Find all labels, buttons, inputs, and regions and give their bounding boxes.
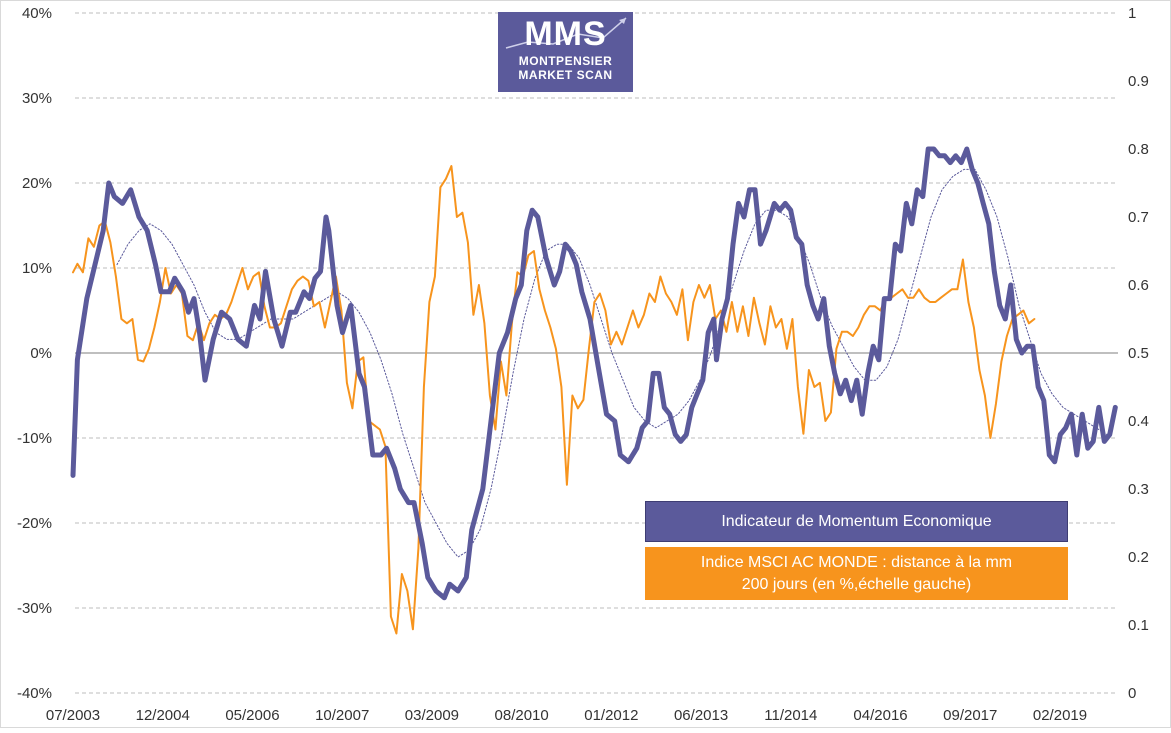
left-tick-label: -30% (17, 600, 52, 617)
logo-line-1: MONTPENSIER (518, 54, 613, 68)
logo-line-2: MARKET SCAN (518, 68, 613, 82)
right-tick-label: 1 (1128, 5, 1136, 22)
right-tick-label: 0.1 (1128, 617, 1149, 634)
right-axis-ticks: 0 0.1 0.2 0.3 0.4 0.5 0.6 0.7 0.8 0.9 1 (1128, 5, 1149, 702)
x-tick-label: 03/2009 (405, 707, 459, 724)
right-tick-label: 0.8 (1128, 141, 1149, 158)
x-tick-label: 02/2019 (1033, 707, 1087, 724)
legend-msci: Indice MSCI AC MONDE : distance à la mm … (645, 547, 1068, 600)
left-tick-label: -10% (17, 430, 52, 447)
right-tick-label: 0.4 (1128, 413, 1149, 430)
left-tick-label: -40% (17, 685, 52, 702)
x-tick-label: 08/2010 (495, 707, 549, 724)
right-tick-label: 0.3 (1128, 481, 1149, 498)
left-tick-label: -20% (17, 515, 52, 532)
right-tick-label: 0.9 (1128, 73, 1149, 90)
logo-title: MMS (524, 15, 607, 53)
x-tick-label: 10/2007 (315, 707, 369, 724)
x-tick-label: 01/2012 (584, 707, 638, 724)
left-tick-label: 10% (22, 260, 52, 277)
right-tick-label: 0 (1128, 685, 1136, 702)
left-axis-ticks: -40% -30% -20% -10% 0% 10% 20% 30% 40% (17, 5, 52, 702)
x-tick-label: 04/2016 (853, 707, 907, 724)
left-tick-label: 30% (22, 90, 52, 107)
x-tick-label: 07/2003 (46, 707, 100, 724)
left-tick-label: 40% (22, 5, 52, 22)
left-tick-label: 20% (22, 175, 52, 192)
x-tick-label: 09/2017 (943, 707, 997, 724)
right-tick-label: 0.5 (1128, 345, 1149, 362)
legend-momentum: Indicateur de Momentum Economique (645, 501, 1068, 542)
x-axis-ticks: 07/2003 12/2004 05/2006 10/2007 03/2009 08/20… (46, 707, 1087, 724)
right-tick-label: 0.6 (1128, 277, 1149, 294)
legend-msci-label-line-2: 200 jours (en %,échelle gauche) (741, 575, 972, 593)
right-tick-label: 0.2 (1128, 549, 1149, 566)
x-tick-label: 11/2014 (764, 707, 817, 724)
msci-line (72, 165, 1036, 635)
x-tick-label: 05/2006 (225, 707, 279, 724)
x-tick-label: 12/2004 (136, 707, 190, 724)
logo-arrow-icon (505, 17, 627, 49)
legend-momentum-label: Indicateur de Momentum Economique (721, 512, 992, 530)
x-tick-label: 06/2013 (674, 707, 728, 724)
mms-logo: MMS MONTPENSIER MARKET SCAN (498, 12, 633, 92)
legend-msci-label-line-1: Indice MSCI AC MONDE : distance à la mm (700, 553, 1013, 571)
momentum-line (70, 146, 1118, 601)
left-tick-label: 0% (30, 345, 52, 362)
right-tick-label: 0.7 (1128, 209, 1149, 226)
series-layer (70, 146, 1118, 635)
